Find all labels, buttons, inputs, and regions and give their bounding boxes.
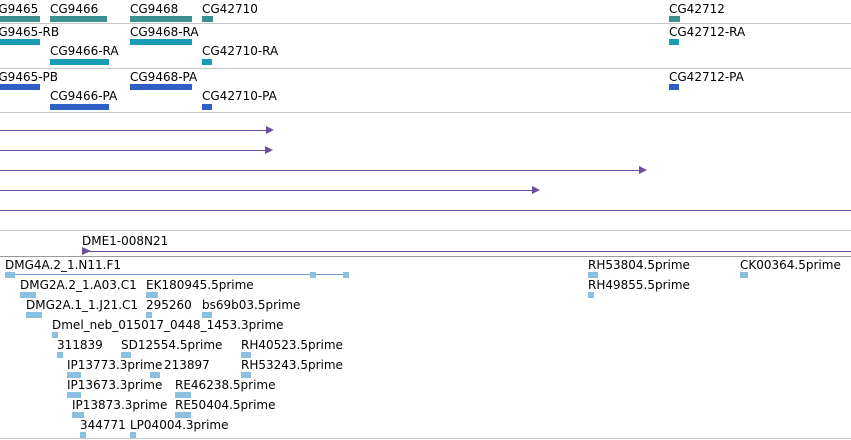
gene-glyph[interactable] bbox=[50, 16, 107, 22]
est-glyph[interactable] bbox=[202, 312, 212, 318]
est-label[interactable]: SD12554.5prime bbox=[121, 338, 223, 352]
est-label[interactable]: IP13673.3prime bbox=[67, 378, 163, 392]
est-label[interactable]: RH49855.5prime bbox=[588, 278, 690, 292]
protein-glyph[interactable] bbox=[0, 84, 40, 90]
alignment-line[interactable] bbox=[0, 150, 265, 151]
est-label[interactable]: 213897 bbox=[164, 358, 210, 372]
est-glyph[interactable] bbox=[241, 352, 251, 358]
est-label[interactable]: IP13873.3prime bbox=[72, 398, 168, 412]
est-glyph[interactable] bbox=[146, 312, 152, 318]
track-separator bbox=[0, 438, 851, 439]
arrow-right-icon bbox=[266, 126, 274, 134]
est-glyph[interactable] bbox=[343, 272, 349, 278]
transcript-glyph[interactable] bbox=[130, 39, 192, 45]
est-glyph[interactable] bbox=[175, 392, 191, 398]
gene-label[interactable]: CG9466 bbox=[50, 2, 99, 16]
est-glyph[interactable] bbox=[80, 432, 86, 438]
est-glyph[interactable] bbox=[72, 412, 84, 418]
est-intron bbox=[15, 274, 345, 275]
gene-glyph[interactable] bbox=[130, 16, 192, 22]
est-glyph[interactable] bbox=[57, 352, 63, 358]
est-glyph[interactable] bbox=[588, 292, 594, 298]
gene-glyph[interactable] bbox=[669, 16, 680, 22]
track-separator bbox=[0, 68, 851, 69]
est-glyph[interactable] bbox=[67, 392, 81, 398]
est-label[interactable]: 295260 bbox=[146, 298, 192, 312]
est-label[interactable]: 344771 bbox=[80, 418, 126, 432]
arrow-right-icon bbox=[265, 146, 273, 154]
est-label[interactable]: CK00364.5prime bbox=[740, 258, 841, 272]
gene-label[interactable]: CG9465 bbox=[0, 2, 39, 16]
est-label[interactable]: RH40523.5prime bbox=[241, 338, 343, 352]
transcript-glyph[interactable] bbox=[669, 39, 679, 45]
est-label[interactable]: LP04004.3prime bbox=[130, 418, 229, 432]
est-glyph[interactable] bbox=[52, 332, 58, 338]
est-label[interactable]: DMG2A.1_1.J21.C1 bbox=[26, 298, 139, 312]
track-separator bbox=[0, 230, 851, 231]
protein-label[interactable]: CG9466-PA bbox=[50, 89, 118, 103]
gene-label[interactable]: CG42710 bbox=[202, 2, 258, 16]
est-glyph[interactable] bbox=[26, 312, 42, 318]
alignment-line[interactable] bbox=[0, 170, 639, 171]
est-glyph[interactable] bbox=[130, 432, 136, 438]
transcript-label[interactable]: CG9466-RA bbox=[50, 44, 119, 58]
transcript-glyph[interactable] bbox=[50, 59, 109, 65]
est-glyph[interactable] bbox=[150, 372, 160, 378]
protein-label[interactable]: CG9465-PB bbox=[0, 70, 59, 84]
arrow-right-icon bbox=[532, 186, 540, 194]
transcript-label[interactable]: CG9465-RB bbox=[0, 25, 60, 39]
alignment-line[interactable] bbox=[0, 190, 532, 191]
est-label[interactable]: DMG2A.2_1.A03.C1 bbox=[20, 278, 137, 292]
est-glyph[interactable] bbox=[5, 272, 15, 278]
est-glyph[interactable] bbox=[121, 352, 131, 358]
transcript-label[interactable]: CG42710-RA bbox=[202, 44, 279, 58]
arrow-right-icon bbox=[639, 166, 647, 174]
est-glyph[interactable] bbox=[310, 272, 316, 278]
est-glyph[interactable] bbox=[588, 272, 598, 278]
clone-line[interactable] bbox=[82, 251, 851, 252]
arrow-right-icon bbox=[82, 247, 91, 255]
gene-label[interactable]: CG9468 bbox=[130, 2, 179, 16]
est-label[interactable]: bs69b03.5prime bbox=[202, 298, 301, 312]
est-glyph[interactable] bbox=[241, 372, 251, 378]
est-label[interactable]: IP13773.3prime bbox=[67, 358, 163, 372]
gene-glyph[interactable] bbox=[0, 16, 40, 22]
clone-label[interactable]: DME1-008N21 bbox=[82, 234, 169, 248]
protein-glyph[interactable] bbox=[202, 104, 212, 110]
protein-label[interactable]: CG42712-PA bbox=[669, 70, 744, 84]
protein-label[interactable]: CG9468-PA bbox=[130, 70, 198, 84]
gene-glyph[interactable] bbox=[202, 16, 213, 22]
alignment-line[interactable] bbox=[0, 130, 266, 131]
est-label[interactable]: Dmel_neb_015017_0448_1453.3prime bbox=[52, 318, 284, 332]
est-glyph[interactable] bbox=[146, 292, 158, 298]
est-label[interactable]: RE46238.5prime bbox=[175, 378, 276, 392]
transcript-label[interactable]: CG42712-RA bbox=[669, 25, 746, 39]
protein-label[interactable]: CG42710-PA bbox=[202, 89, 277, 103]
alignment-line[interactable] bbox=[0, 210, 851, 211]
est-glyph[interactable] bbox=[740, 272, 748, 278]
est-label[interactable]: RH53243.5prime bbox=[241, 358, 343, 372]
track-separator bbox=[0, 112, 851, 113]
est-glyph[interactable] bbox=[175, 412, 191, 418]
protein-glyph[interactable] bbox=[130, 84, 192, 90]
transcript-label[interactable]: CG9468-RA bbox=[130, 25, 199, 39]
track-separator bbox=[0, 256, 851, 257]
protein-glyph[interactable] bbox=[669, 84, 679, 90]
transcript-glyph[interactable] bbox=[0, 39, 40, 45]
track-separator bbox=[0, 23, 851, 24]
transcript-glyph[interactable] bbox=[202, 59, 212, 65]
est-glyph[interactable] bbox=[67, 372, 81, 378]
est-label[interactable]: RE50404.5prime bbox=[175, 398, 276, 412]
gene-label[interactable]: CG42712 bbox=[669, 2, 725, 16]
est-label[interactable]: EK180945.5prime bbox=[146, 278, 254, 292]
est-label[interactable]: DMG4A.2_1.N11.F1 bbox=[5, 258, 122, 272]
protein-glyph[interactable] bbox=[50, 104, 109, 110]
est-label[interactable]: 311839 bbox=[57, 338, 103, 352]
est-label[interactable]: RH53804.5prime bbox=[588, 258, 690, 272]
est-glyph[interactable] bbox=[20, 292, 36, 298]
